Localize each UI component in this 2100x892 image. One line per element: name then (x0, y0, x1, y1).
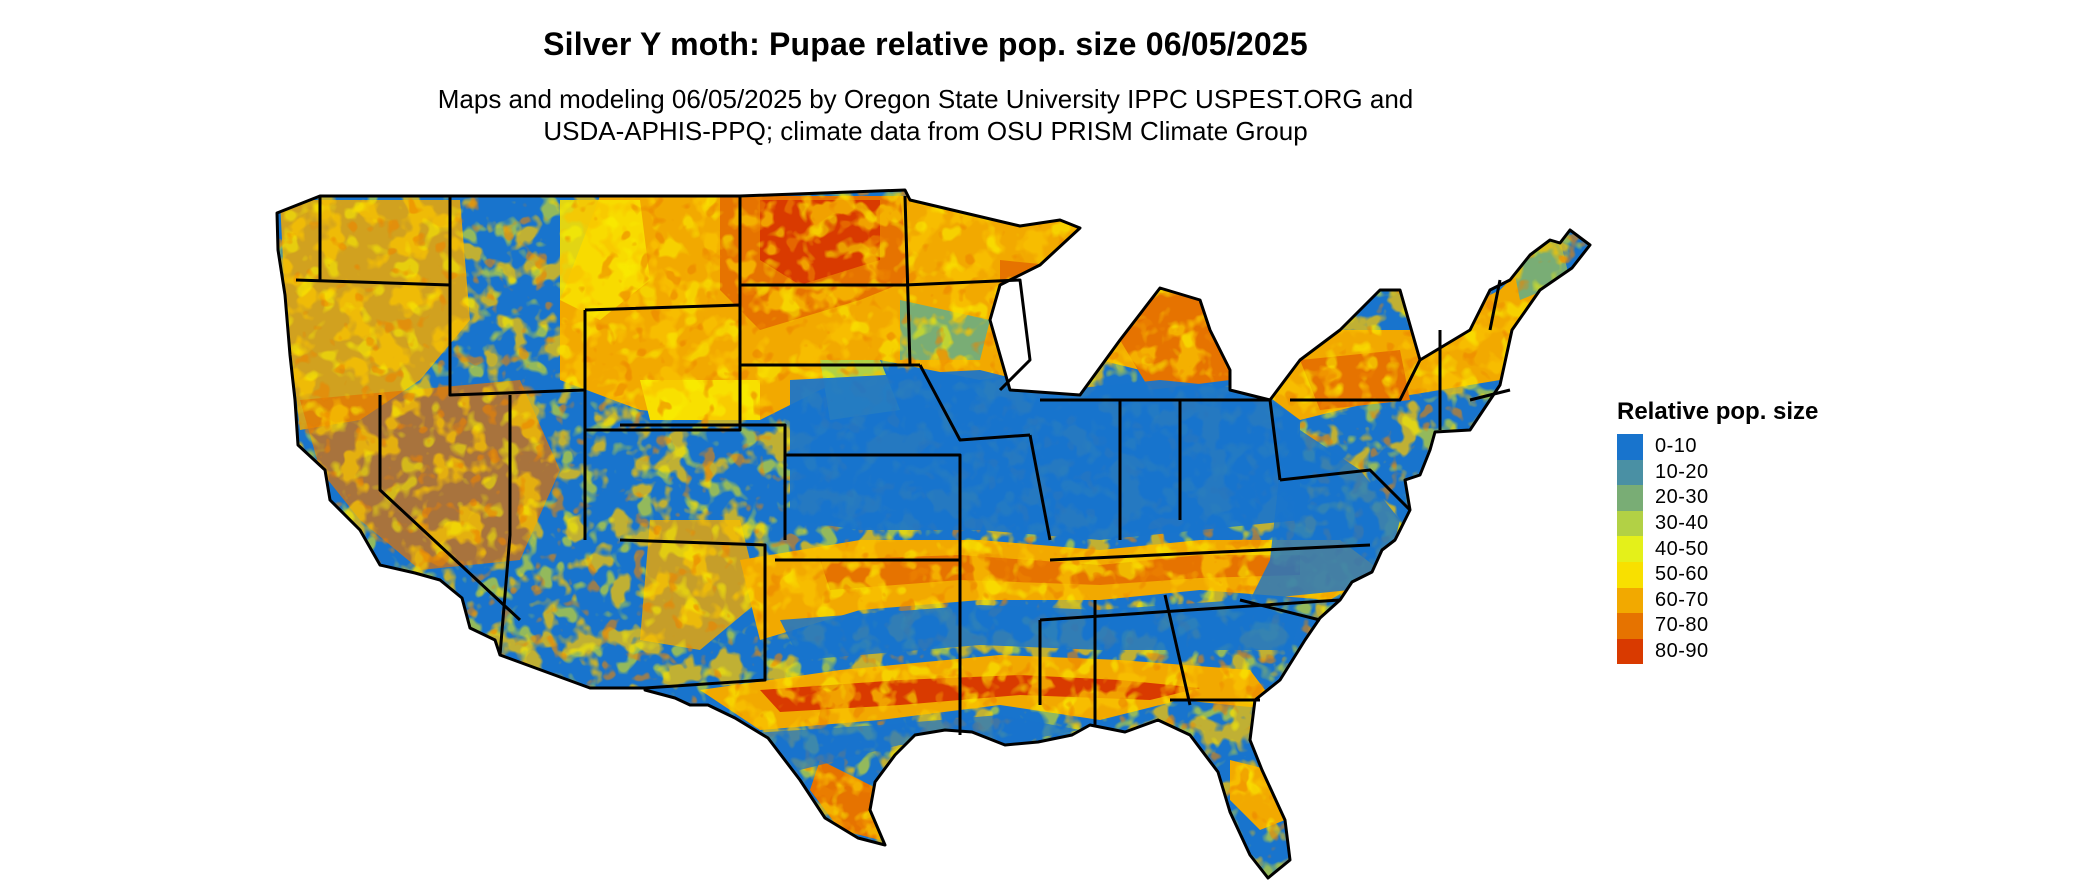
legend-swatch (1617, 510, 1643, 537)
legend-label: 60-70 (1655, 588, 1709, 611)
legend-title: Relative pop. size (1617, 398, 1819, 425)
legend-swatch (1617, 459, 1643, 486)
legend-label: 10-20 (1655, 460, 1709, 483)
legend-label: 50-60 (1655, 563, 1709, 586)
legend-swatch (1617, 638, 1643, 665)
legend-swatch (1617, 434, 1643, 460)
state-borders (275, 188, 1592, 880)
legend-item: 0-10 (1617, 434, 1917, 460)
legend-label: 40-50 (1655, 537, 1709, 560)
legend-label: 20-30 (1655, 486, 1709, 509)
subtitle-line-1: Maps and modeling 06/05/2025 by Oregon S… (437, 84, 1414, 114)
subtitle-line-2: USDA-APHIS-PPQ; climate data from OSU PR… (543, 116, 1308, 146)
map-subtitle: Maps and modeling 06/05/2025 by Oregon S… (0, 83, 1851, 147)
map-legend: Relative pop. size 0-10 10-20 20-30 30-40 40… (1617, 398, 1917, 665)
legend-items: 0-10 10-20 20-30 30-40 40-50 50-60 60-70 70-80 8… (1617, 434, 1917, 665)
legend-item: 20-30 (1617, 485, 1917, 511)
legend-swatch (1617, 613, 1643, 639)
legend-label: 30-40 (1655, 512, 1709, 535)
legend-swatch (1617, 536, 1643, 562)
legend-item: 40-50 (1617, 536, 1917, 562)
legend-item: 80-90 (1617, 638, 1917, 665)
legend-label: 0-10 (1655, 435, 1698, 458)
legend-item: 10-20 (1617, 459, 1917, 486)
legend-item: 50-60 (1617, 561, 1917, 588)
legend-label: 70-80 (1655, 614, 1709, 637)
legend-item: 30-40 (1617, 510, 1917, 537)
legend-item: 70-80 (1617, 613, 1917, 639)
legend-swatch (1617, 561, 1643, 588)
map-title: Silver Y moth: Pupae relative pop. size … (543, 26, 1308, 62)
legend-swatch (1617, 587, 1643, 614)
legend-label: 80-90 (1655, 640, 1709, 663)
legend-swatch (1617, 485, 1643, 511)
legend-item: 60-70 (1617, 587, 1917, 614)
